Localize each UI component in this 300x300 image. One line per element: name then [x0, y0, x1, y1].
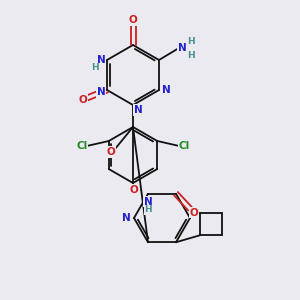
Text: Cl: Cl: [76, 141, 87, 151]
Text: Cl: Cl: [178, 141, 190, 151]
Text: N: N: [144, 197, 152, 207]
Text: N: N: [162, 85, 170, 95]
Text: H: H: [91, 64, 99, 73]
Text: N: N: [178, 43, 186, 53]
Text: O: O: [190, 208, 198, 218]
Text: N: N: [122, 213, 130, 223]
Text: N: N: [134, 105, 142, 115]
Text: H: H: [144, 205, 152, 214]
Text: O: O: [129, 15, 137, 25]
Text: N: N: [97, 55, 105, 65]
Text: O: O: [130, 185, 139, 195]
Text: O: O: [106, 147, 116, 157]
Text: N: N: [97, 87, 105, 97]
Text: H: H: [187, 50, 195, 59]
Text: H: H: [187, 37, 195, 46]
Text: O: O: [79, 95, 87, 105]
